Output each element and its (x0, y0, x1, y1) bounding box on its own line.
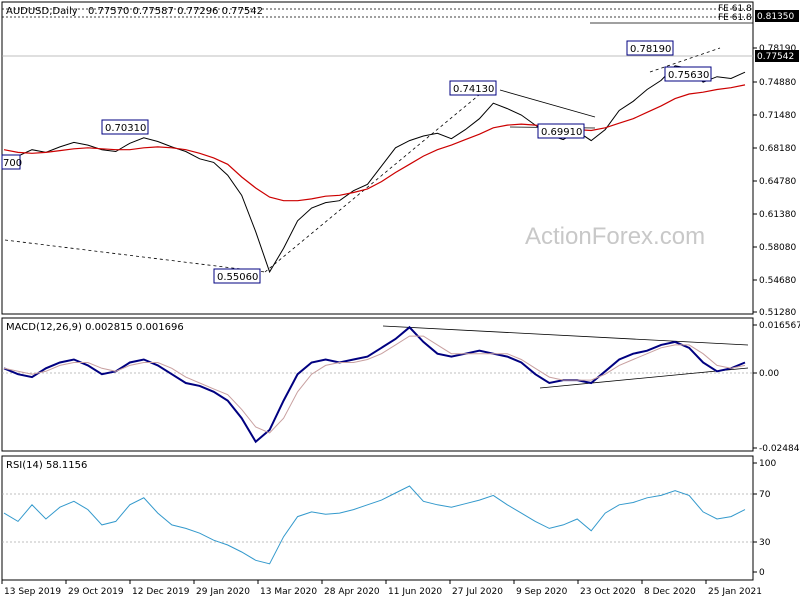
x-tick-label: 8 Dec 2020 (644, 587, 696, 597)
triangle-upper (499, 89, 596, 118)
svg-text:0.74130: 0.74130 (453, 84, 494, 95)
price-y-tick-label: 0.74880 (759, 78, 796, 88)
rsi-y-tick-label: 70 (759, 490, 771, 500)
price-ohlc: 0.77570 0.77587 0.77296 0.77542 (88, 6, 263, 17)
x-tick-label: 27 Jul 2020 (452, 587, 503, 597)
x-tick-label: 25 Jan 2021 (708, 587, 762, 597)
macd-series-signal (3, 335, 746, 434)
macd-series-layer (3, 325, 746, 444)
svg-text:0.55060: 0.55060 (217, 272, 258, 283)
price-y-tick-label: 0.58080 (759, 243, 796, 253)
price-series-price (3, 65, 746, 274)
price-y-tick-label: 0.51280 (759, 308, 796, 318)
svg-text:0.75630: 0.75630 (668, 70, 709, 81)
rsi-series-layer (3, 485, 746, 565)
rsi-y-tick-label: 100 (759, 459, 776, 469)
price-y-tick-label: 0.71480 (759, 111, 796, 121)
rsi-y-tick-label: 0 (759, 568, 765, 578)
svg-text:0.69910: 0.69910 (541, 127, 582, 138)
rsi-series-rsi (3, 485, 746, 565)
rsi-title: RSI(14) 58.1156 (6, 460, 87, 471)
fib-label-2: FE 61.8 (718, 13, 752, 23)
macd-axis: 0.016567 0.00 -0.02484 (753, 321, 800, 454)
fib-label-1: FE 61.8 (718, 4, 752, 14)
point-label-p2: 0.74130 (449, 80, 497, 96)
channel-dash (649, 47, 721, 73)
svg-text:0.70310: 0.70310 (105, 123, 146, 134)
price-y-tick-label: 0.64780 (759, 177, 796, 187)
macd-series-macd (3, 325, 746, 444)
macd-y-tick-label: 0.016567 (759, 321, 800, 331)
rsi-axis: 100 70 30 0 (753, 459, 776, 578)
x-axis: 13 Sep 2019 29 Oct 2019 12 Dec 2019 29 Jan … (1, 580, 762, 597)
point-label-p3: 0.78190 (626, 40, 674, 56)
x-tick-label: 11 Jun 2020 (388, 587, 442, 597)
price-y-tick-label: 0.78190 (759, 44, 796, 54)
point-label-p5: 0.69910 (537, 123, 585, 139)
x-tick-label: 28 Apr 2020 (324, 587, 380, 597)
svg-text:0.78190: 0.78190 (630, 44, 671, 55)
x-tick-label: 12 Dec 2019 (132, 587, 190, 597)
price-y-tick-label: 0.54680 (759, 276, 796, 286)
x-tick-label: 29 Jan 2020 (196, 587, 250, 597)
macd-panel-frame (1, 317, 754, 452)
macd-trend-lower (539, 367, 749, 389)
price-y-tick-label: 0.68180 (759, 144, 796, 154)
point-label-p4: 0.75630 (664, 66, 712, 82)
svg-text:0.81350: 0.81350 (757, 12, 794, 22)
point-label-p1: 0.70310 (101, 119, 149, 135)
price-axis: 0.78190 0.74880 0.71480 0.68180 0.64780 0.613… (753, 44, 796, 318)
x-tick-label: 13 Mar 2020 (260, 587, 317, 597)
trendline-lower-left (4, 239, 266, 273)
fib-value-badge: 0.81350 (755, 10, 799, 22)
rsi-y-tick-label: 30 (759, 538, 771, 548)
macd-y-tick-label: 0.00 (759, 369, 779, 379)
price-series-layer (3, 65, 746, 274)
price-title: AUDUSD,Daily (6, 6, 78, 17)
svg-text:0.77542: 0.77542 (757, 52, 794, 62)
macd-trend-upper (382, 325, 749, 346)
point-label-p6: 0.55060 (213, 268, 261, 284)
svg-text:700: 700 (3, 158, 22, 169)
rsi-panel-frame (1, 455, 754, 581)
watermark: ActionForex.com (525, 223, 705, 250)
x-tick-label: 29 Oct 2019 (68, 587, 124, 597)
x-tick-label: 9 Sep 2020 (516, 587, 568, 597)
price-series-ma (3, 84, 746, 202)
x-tick-label: 23 Oct 2020 (580, 587, 636, 597)
x-tick-label: 13 Sep 2019 (4, 587, 61, 597)
macd-y-tick-label: -0.02484 (759, 444, 800, 454)
point-label-p7: 700 (1, 154, 22, 170)
current-price-badge: 0.77542 (755, 50, 799, 62)
macd-title: MACD(12,26,9) 0.002815 0.001696 (6, 322, 184, 333)
price-y-tick-label: 0.61380 (759, 210, 796, 220)
